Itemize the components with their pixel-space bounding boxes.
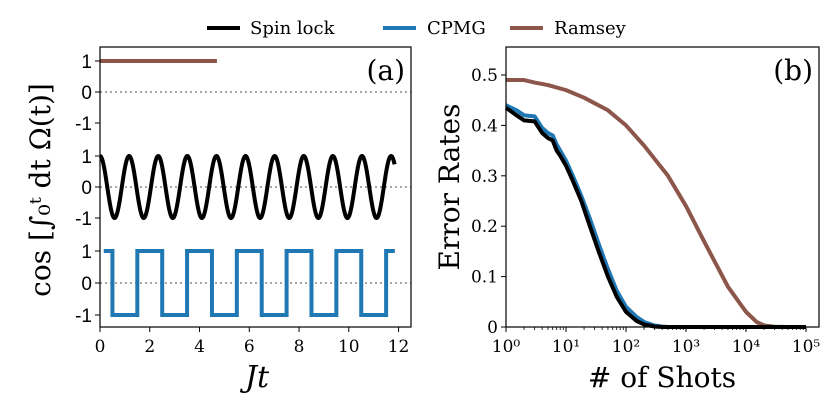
series-line-cpmg [103, 249, 395, 317]
y-tick-label: 0.2 [471, 217, 498, 237]
y-tick-label: 0 [487, 318, 498, 338]
panel-a: 10-110-110-1 0 2 4 6 8 10 12 (a) Jt cos [∫₀ᵗ d… [24, 46, 412, 395]
axes-frame-b [505, 46, 820, 328]
y-tick-label: 1 [81, 52, 92, 73]
legend-label-ramsey: Ramsey [554, 18, 627, 39]
x-tick-label: 10³ [672, 337, 700, 357]
y-tick-label: -1 [75, 114, 92, 135]
legend: Spin lock CPMG Ramsey [207, 18, 627, 39]
y-tick-label: 0 [81, 83, 92, 104]
y-tick-label: 1 [81, 147, 92, 168]
x-tick-label: 10⁴ [732, 337, 761, 357]
x-tick-label: 12 [388, 337, 410, 357]
x-axis-label-a: Jt [239, 360, 270, 395]
series-line-spin-lock [99, 153, 397, 221]
series-line-spin-lock [504, 106, 806, 329]
x-tick-label: 2 [144, 337, 155, 357]
panel-b: 00.10.20.30.40.5 10⁰ 10¹ 10² 10³ 10⁴ 10⁵ (b) … [433, 46, 821, 394]
y-tick-label: -1 [75, 306, 92, 327]
legend-label-cpmg: CPMG [427, 18, 486, 39]
x-tick-label: 10⁵ [792, 337, 821, 357]
y-tick-label: 0 [81, 274, 92, 295]
x-ticks-a: 0 2 4 6 8 10 12 [95, 327, 410, 357]
x-tick-label: 0 [95, 337, 106, 357]
x-axis-label-b: # of Shots [588, 361, 736, 394]
y-axis-label-b: Error Rates [433, 104, 466, 271]
y-ticks-a: 1 0 -1 1 0 -1 1 0 -1 [75, 52, 100, 327]
y-tick-label: 0.5 [471, 66, 498, 86]
y-tick-label: 0 [81, 178, 92, 199]
series-group-b [504, 78, 806, 329]
series-line-ramsey [506, 78, 806, 329]
zero-reference-lines [100, 91, 411, 284]
y-tick-label: 0.3 [471, 167, 498, 187]
y-tick-label: 0.4 [471, 116, 498, 136]
x-tick-label: 6 [244, 337, 255, 357]
x-tick-label: 4 [194, 337, 205, 357]
x-ticks-b: 10⁰ 10¹ 10² 10³ 10⁴ 10⁵ [492, 327, 821, 357]
x-tick-label: 8 [294, 337, 305, 357]
y-ticks-b: 0 0.1 0.2 0.3 0.4 0.5 [471, 66, 506, 338]
y-axis-label-a: cos [∫₀ᵗ dt Ω(t)] [24, 83, 57, 297]
y-tick-label: -1 [75, 209, 92, 230]
x-tick-label: 10² [612, 337, 640, 357]
y-tick-label: 0.1 [471, 268, 498, 288]
x-tick-label: 10⁰ [492, 337, 521, 357]
y-tick-label: 1 [81, 242, 92, 263]
legend-label-spin-lock: Spin lock [250, 18, 336, 39]
series-group-a [99, 59, 397, 317]
x-tick-label: 10¹ [552, 337, 580, 357]
panel-label-a: (a) [366, 54, 405, 87]
panel-label-b: (b) [773, 54, 813, 87]
x-tick-label: 10 [338, 337, 360, 357]
